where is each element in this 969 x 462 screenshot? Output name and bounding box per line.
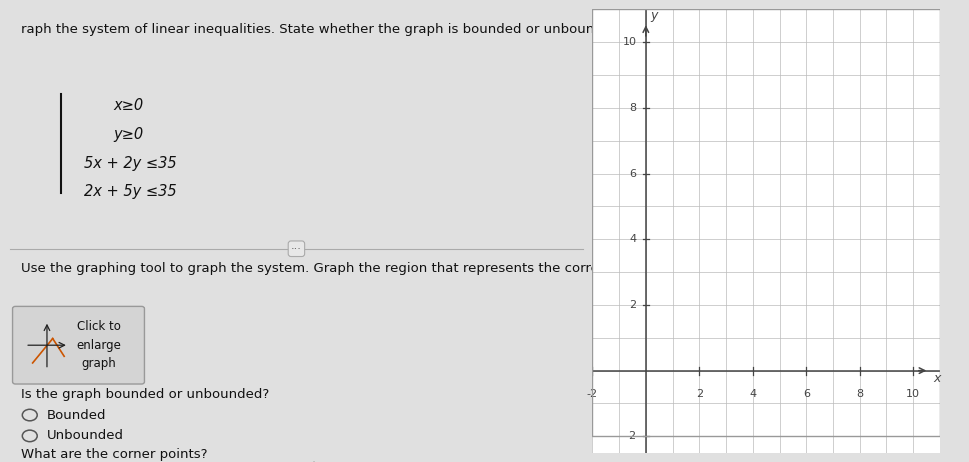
Text: 4: 4: [629, 234, 637, 244]
Text: 10: 10: [906, 389, 921, 399]
Text: Bounded: Bounded: [47, 408, 107, 421]
Text: graph: graph: [81, 357, 116, 370]
Text: Click to: Click to: [77, 321, 120, 334]
Text: 6: 6: [630, 169, 637, 178]
Text: 4: 4: [749, 389, 757, 399]
Text: 2: 2: [629, 300, 637, 310]
Text: x: x: [933, 372, 941, 385]
Text: 2: 2: [696, 389, 703, 399]
Text: 8: 8: [857, 389, 863, 399]
FancyBboxPatch shape: [13, 306, 144, 384]
Text: ···: ···: [291, 244, 302, 254]
Text: 10: 10: [622, 37, 637, 47]
Text: What are the corner points?: What are the corner points?: [21, 448, 207, 462]
Text: Is the graph bounded or unbounded?: Is the graph bounded or unbounded?: [21, 389, 269, 401]
Text: raph the system of linear inequalities. State whether the graph is bounded or un: raph the system of linear inequalities. …: [21, 23, 813, 36]
Text: Unbounded: Unbounded: [47, 429, 124, 443]
Text: 6: 6: [802, 389, 810, 399]
Text: 2x + 5y ≤35: 2x + 5y ≤35: [84, 184, 177, 200]
Text: 5x + 2y ≤35: 5x + 2y ≤35: [84, 156, 177, 170]
Text: -2: -2: [587, 389, 598, 399]
Text: x≥0: x≥0: [113, 98, 143, 113]
Text: -2: -2: [625, 432, 637, 441]
Text: y≥0: y≥0: [113, 127, 143, 142]
Text: 8: 8: [629, 103, 637, 113]
Text: Use the graphing tool to graph the system. Graph the region that represents the : Use the graphing tool to graph the syste…: [21, 262, 742, 275]
Text: enlarge: enlarge: [77, 339, 121, 352]
Text: y: y: [650, 9, 658, 22]
